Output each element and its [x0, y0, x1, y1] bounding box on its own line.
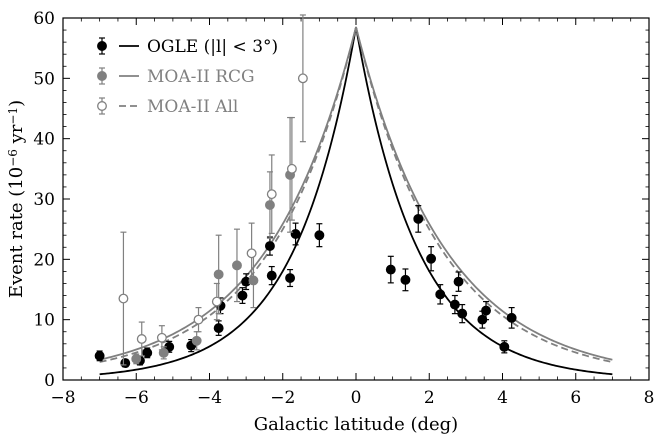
data-point-series-1 [213, 269, 224, 280]
data-point-series-0 [213, 323, 224, 334]
data-point-series-1 [191, 335, 202, 346]
data-point-series-0 [285, 273, 296, 283]
legend-label: MOA-II RCG [147, 67, 255, 87]
legend-marker [97, 41, 107, 51]
x-tick-label: 4 [497, 388, 508, 408]
data-point-series-1 [264, 200, 275, 210]
data-point-series-0 [94, 350, 105, 361]
data-point-series-2 [246, 248, 257, 259]
x-tick-label: 0 [351, 388, 362, 408]
legend-label: OGLE (|l| < 3°) [147, 37, 278, 57]
data-point-series-0 [142, 347, 153, 358]
x-tick-label: −8 [50, 388, 75, 408]
x-tick-label: −4 [197, 388, 222, 408]
legend-marker [97, 101, 107, 111]
data-point-series-0 [449, 299, 460, 310]
data-point-series-0 [426, 253, 437, 264]
y-tick-label: 20 [33, 250, 55, 270]
data-point-series-2 [211, 296, 222, 307]
legend-marker [97, 71, 107, 81]
data-point-series-0 [413, 213, 424, 224]
data-point-series-0 [457, 308, 468, 319]
y-tick-label: 60 [33, 9, 55, 29]
data-point-series-0 [506, 312, 517, 323]
data-point-series-0 [120, 358, 131, 369]
data-point-series-0 [453, 276, 464, 287]
x-axis-label: Galactic latitude (deg) [254, 414, 458, 435]
data-point-series-0 [264, 241, 275, 252]
data-point-series-0 [385, 264, 396, 275]
data-point-series-2 [286, 163, 297, 174]
model-curve-moa-ii-all [99, 26, 613, 363]
data-point-series-0 [481, 305, 491, 316]
x-tick-label: −2 [270, 388, 295, 408]
data-point-series-0 [400, 274, 411, 285]
data-point-series-2 [118, 293, 129, 304]
y-tick-label: 0 [44, 371, 55, 391]
data-point-series-1 [158, 347, 169, 358]
legend-label: MOA-II All [147, 97, 238, 117]
data-point-series-0 [435, 289, 446, 300]
data-point-series-1 [232, 260, 242, 271]
y-tick-label: 10 [33, 311, 55, 331]
data-point-series-1 [131, 353, 142, 364]
data-point-series-2 [156, 332, 167, 343]
y-axis-label: Event rate (10−6 yr−1) [6, 100, 27, 298]
data-point-series-2 [266, 189, 277, 200]
data-point-series-0 [237, 290, 248, 301]
data-point-series-0 [314, 230, 325, 241]
x-tick-label: 2 [424, 388, 435, 408]
y-tick-label: 40 [33, 130, 55, 150]
y-tick-label: 50 [33, 69, 55, 89]
x-tick-label: 8 [644, 388, 655, 408]
model-curve-moa-ii-rcg [99, 26, 613, 361]
data-point-series-2 [193, 314, 204, 325]
data-point-series-2 [136, 334, 147, 344]
data-point-series-0 [499, 341, 510, 352]
data-point-series-2 [297, 73, 308, 84]
data-point-series-0 [266, 270, 277, 281]
x-tick-label: −6 [124, 388, 149, 408]
x-tick-label: 6 [570, 388, 581, 408]
data-point-series-0 [290, 229, 301, 239]
y-tick-label: 30 [33, 190, 55, 210]
